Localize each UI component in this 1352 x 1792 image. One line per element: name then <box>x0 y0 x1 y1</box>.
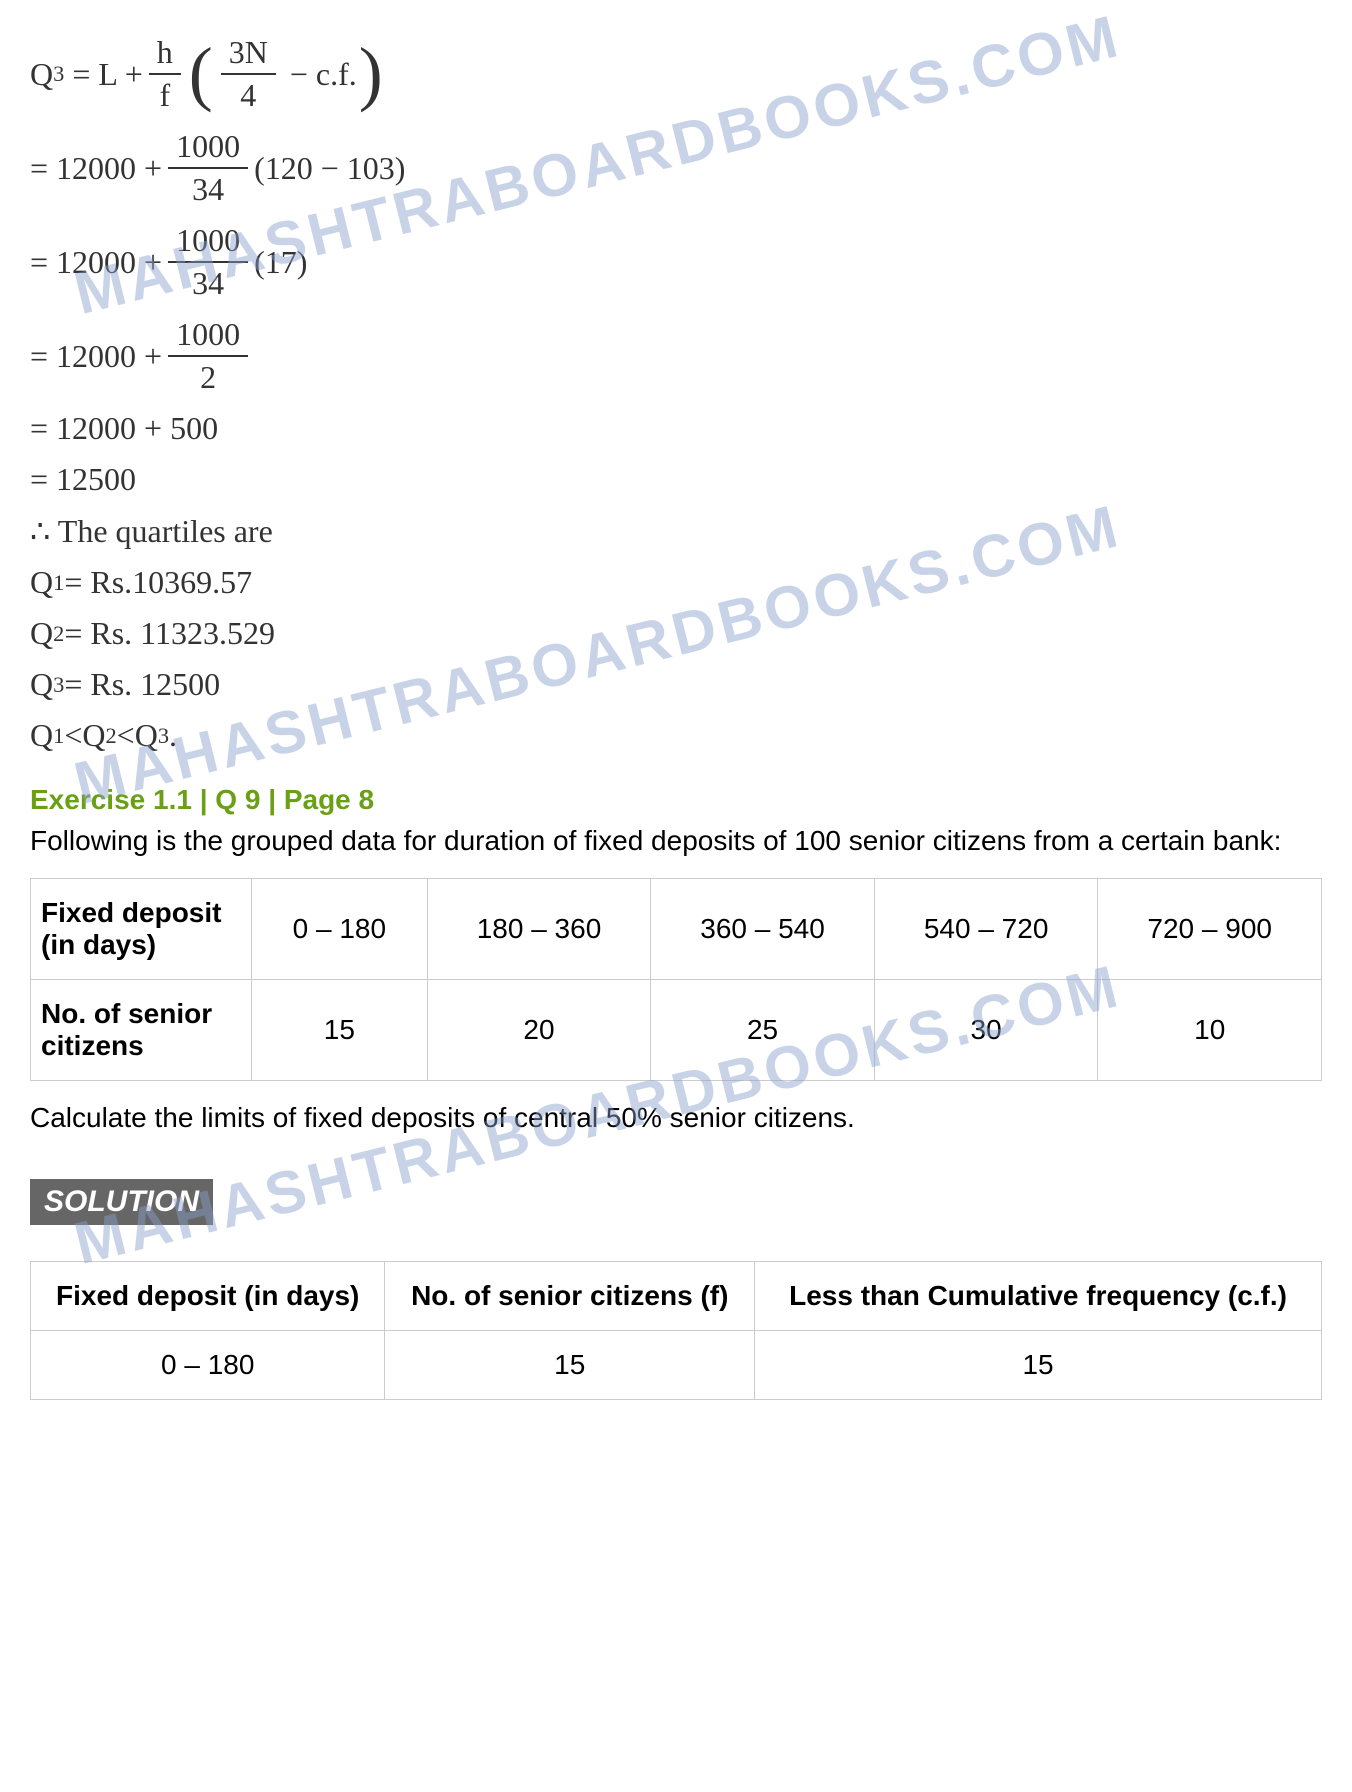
step-3: = 12000 + 1000 2 <box>30 316 1322 396</box>
table-cell: 30 <box>874 979 1098 1080</box>
question-text: Following is the grouped data for durati… <box>30 822 1322 860</box>
data-table-1: Fixed deposit (in days) 0 – 180 180 – 36… <box>30 878 1322 1081</box>
data-table-2: Fixed deposit (in days) No. of senior ci… <box>30 1261 1322 1400</box>
quartile-2: Q2 = Rs. 11323.529 <box>30 615 1322 652</box>
step-5: = 12500 <box>30 461 1322 498</box>
table-cell: 25 <box>651 979 875 1080</box>
table-cell: 360 – 540 <box>651 878 875 979</box>
table-row: No. of senior citizens 15 20 25 30 10 <box>31 979 1322 1080</box>
step-4: = 12000 + 500 <box>30 410 1322 447</box>
quartile-3: Q3 = Rs. 12500 <box>30 666 1322 703</box>
table-cell: 15 <box>755 1330 1322 1399</box>
table-cell: 0 – 180 <box>31 1330 385 1399</box>
step-2: = 12000 + 1000 34 (17) <box>30 222 1322 302</box>
step-1: = 12000 + 1000 34 (120 − 103) <box>30 128 1322 208</box>
quartile-1: Q1 = Rs.10369.57 <box>30 564 1322 601</box>
formula-q3: Q3 = L + h f ( 3N 4 − c.f. ) <box>30 34 1322 114</box>
calc-text: Calculate the limits of fixed deposits o… <box>30 1099 1322 1137</box>
row-header: Fixed deposit (in days) <box>31 878 252 979</box>
exercise-header: Exercise 1.1 | Q 9 | Page 8 <box>30 784 1322 816</box>
table-cell: 180 – 360 <box>427 878 651 979</box>
table-row: 0 – 180 15 15 <box>31 1330 1322 1399</box>
table-cell: 0 – 180 <box>252 878 428 979</box>
solution-label: SOLUTION <box>30 1179 213 1225</box>
table-header: No. of senior citizens (f) <box>385 1261 755 1330</box>
table-header: Fixed deposit (in days) <box>31 1261 385 1330</box>
quartile-relation: Q1 < Q2 < Q3. <box>30 717 1322 754</box>
conclusion-intro: ∴ The quartiles are <box>30 512 1322 550</box>
table-cell: 15 <box>385 1330 755 1399</box>
table-cell: 20 <box>427 979 651 1080</box>
table-cell: 720 – 900 <box>1098 878 1322 979</box>
table-cell: 10 <box>1098 979 1322 1080</box>
table-row: Fixed deposit (in days) 0 – 180 180 – 36… <box>31 878 1322 979</box>
row-header: No. of senior citizens <box>31 979 252 1080</box>
table-row: Fixed deposit (in days) No. of senior ci… <box>31 1261 1322 1330</box>
table-cell: 15 <box>252 979 428 1080</box>
table-header: Less than Cumulative frequency (c.f.) <box>755 1261 1322 1330</box>
table-cell: 540 – 720 <box>874 878 1098 979</box>
